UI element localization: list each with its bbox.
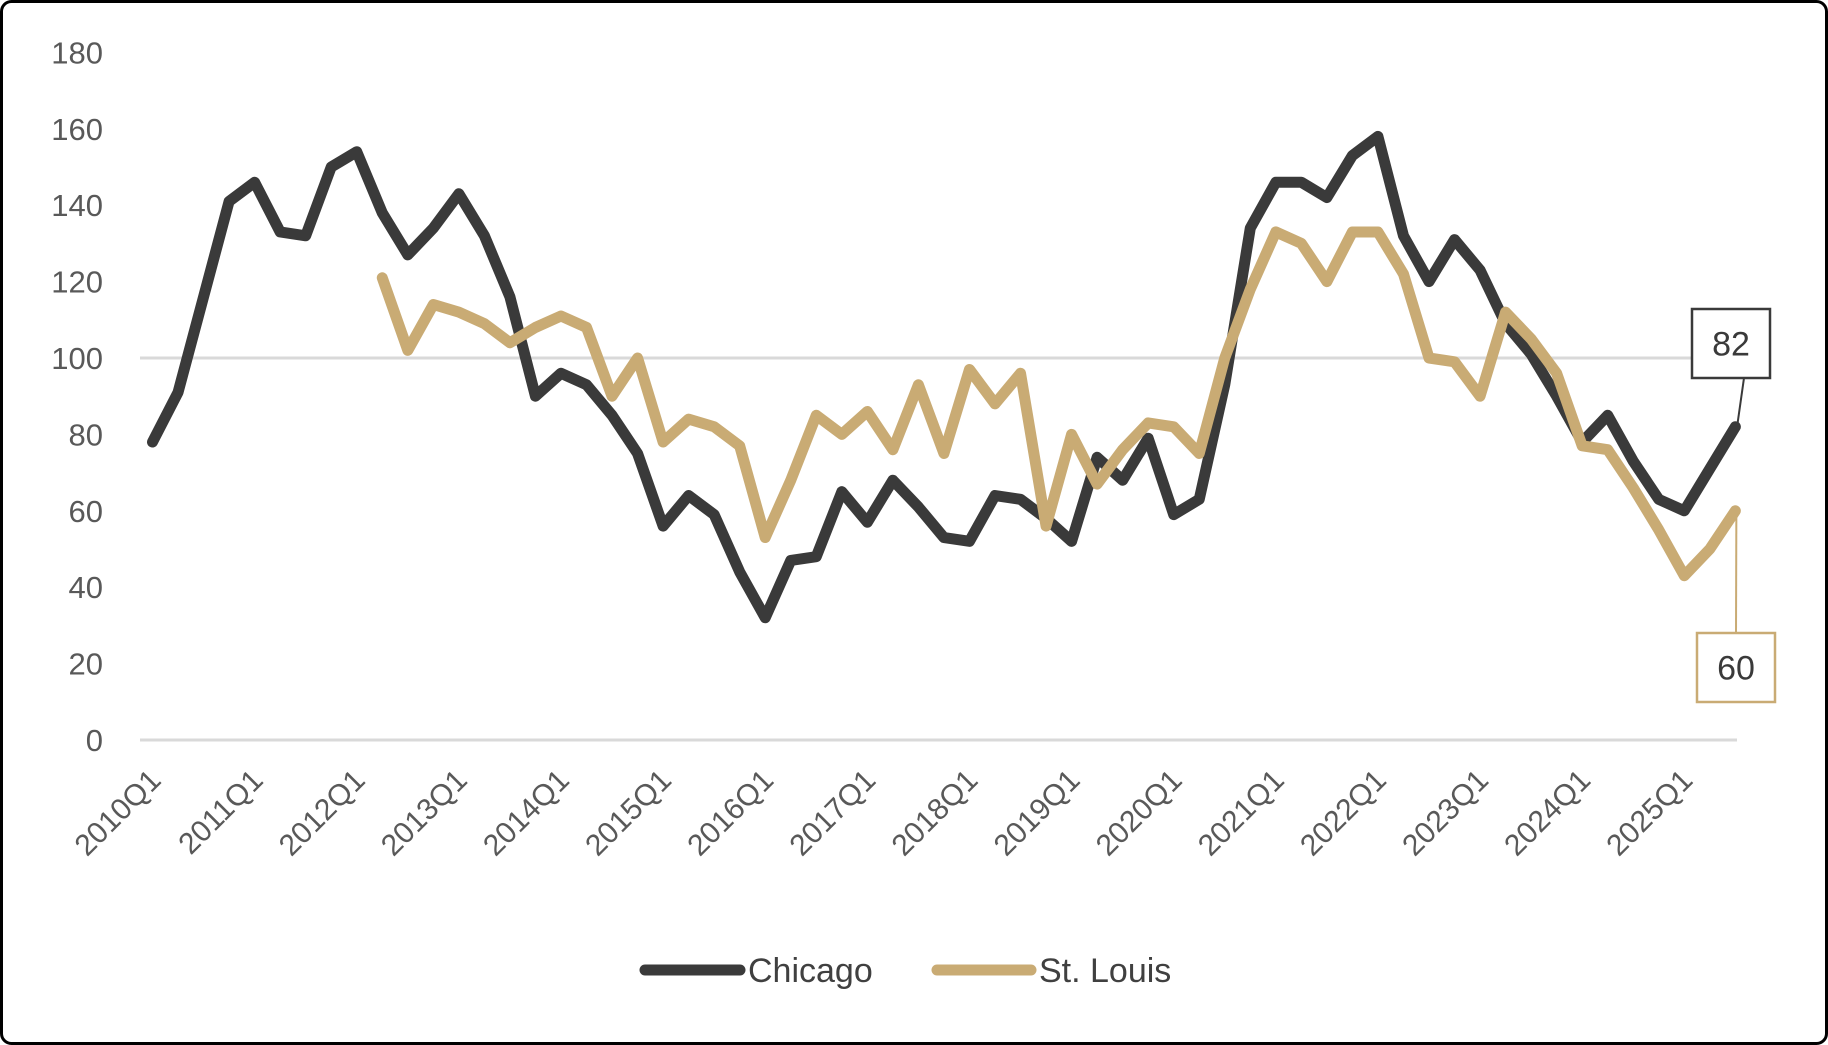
x-axis-labels-group: 2010Q1 2011Q1 2012Q1 2013Q1 2014Q1 2015Q1 2016…	[69, 764, 1700, 863]
y-axis-tick-label: 60	[69, 494, 103, 529]
legend-group: Chicago St. Louis	[639, 952, 1171, 990]
x-axis-tick-label: 2017Q1	[783, 764, 882, 863]
x-axis-tick-label: 2015Q1	[579, 764, 678, 863]
y-axis-tick-label: 40	[69, 570, 103, 605]
y-axis-tick-label: 20	[69, 647, 103, 682]
x-axis-tick-label: 2012Q1	[273, 764, 372, 863]
y-axis-labels-group: 0 20 40 60 80 100 120 140 160 180	[51, 35, 103, 758]
series-group	[147, 130, 1741, 624]
x-axis-tick-label: 2025Q1	[1600, 764, 1699, 863]
data-label-callouts-group: 82 60	[1690, 307, 1777, 704]
chicago-line	[147, 130, 1741, 624]
st-louis-end-label-box	[1695, 631, 1777, 704]
legend-label-st-louis: St. Louis	[1039, 952, 1171, 990]
y-axis-tick-label: 100	[51, 341, 103, 376]
x-axis-tick-label: 2023Q1	[1396, 764, 1495, 863]
x-axis-tick-label: 2019Q1	[988, 764, 1087, 863]
y-axis-tick-label: 120	[51, 265, 103, 300]
gridlines-group	[140, 356, 1737, 742]
x-axis-tick-label: 2024Q1	[1498, 764, 1597, 863]
x-axis-tick-label: 2011Q1	[172, 764, 269, 861]
chicago-end-label: 82	[1712, 326, 1750, 364]
y-axis-tick-label: 0	[86, 723, 103, 758]
x-axis-tick-label: 2014Q1	[477, 764, 576, 863]
y-axis-tick-label: 180	[51, 35, 103, 70]
y-axis-tick-label: 160	[51, 112, 103, 147]
legend-label-chicago: Chicago	[748, 952, 873, 990]
chicago-label-leader-line	[1736, 377, 1745, 425]
st-louis-end-label: 60	[1717, 650, 1755, 688]
chicago-end-label-box	[1690, 307, 1772, 380]
x-axis-tick-label: 2021Q1	[1192, 764, 1291, 863]
x-axis-tick-label: 2016Q1	[681, 764, 780, 863]
x-axis-tick-label: 2013Q1	[375, 764, 474, 863]
y-axis-tick-label: 80	[69, 417, 103, 452]
x-axis-tick-label: 2022Q1	[1294, 764, 1393, 863]
x-axis-tick-label: 2020Q1	[1090, 764, 1189, 863]
x-axis-tick-label: 2018Q1	[886, 764, 985, 863]
x-axis-tick-label: 2010Q1	[69, 764, 168, 863]
st-louis-line	[376, 226, 1741, 582]
y-axis-tick-label: 140	[51, 188, 103, 223]
